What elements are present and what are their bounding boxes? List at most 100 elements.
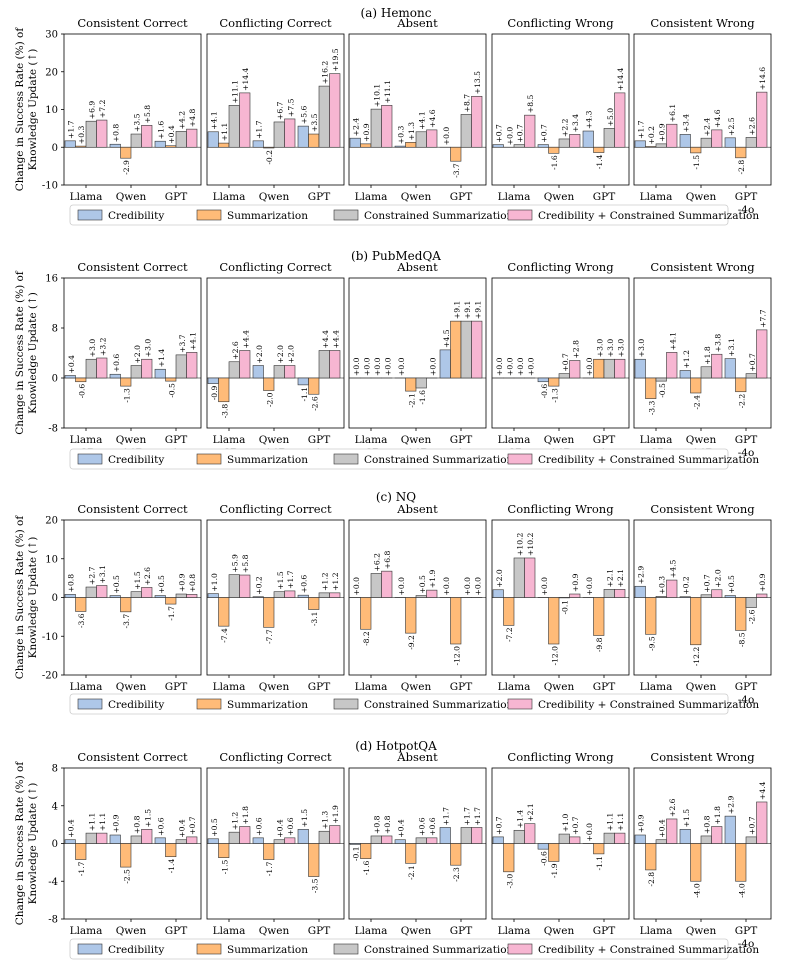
data-label: +1.2	[682, 350, 691, 369]
data-label: +0.7	[748, 353, 757, 372]
bar-credibility-constrained-summarization	[711, 353, 723, 379]
x-tick-label-line: Qwen	[544, 925, 575, 937]
data-label: -3.7	[452, 163, 461, 178]
bar-constrained-summarization	[655, 839, 667, 844]
bar-credibility	[679, 829, 691, 844]
x-tick-label-line: Qwen	[401, 434, 432, 446]
data-label: +0.7	[495, 816, 504, 835]
x-tick-label-line: GPT	[735, 434, 757, 446]
bar-credibility-constrained-summarization	[141, 829, 153, 844]
panel-title: Absent	[396, 502, 438, 516]
data-label: +0.8	[133, 815, 142, 834]
x-tick-label-line: GPT	[308, 681, 330, 693]
data-label: -1.7	[265, 861, 274, 876]
panel-2-4: Consistent WrongLlama-8B+2.9-9.5+0.3+4.5…	[633, 502, 772, 706]
x-tick-label-line: Llama	[355, 191, 388, 203]
bar-summarization	[308, 377, 320, 395]
legend-label: Credibility	[108, 699, 164, 711]
data-label: -1.4	[595, 154, 604, 169]
data-label: +0.7	[495, 124, 504, 143]
data-label: +10.2	[526, 533, 535, 556]
panel-0-0: Consistent CorrectLlama-8B+1.7+0.3+6.9+7…	[42, 16, 202, 216]
data-label: +14.6	[758, 67, 767, 90]
bar-credibility-constrained-summarization	[756, 329, 768, 379]
data-label: -8.5	[737, 632, 746, 647]
panel-2-3: Conflicting WrongLlama-8B+2.0-7.2+10.2+1…	[491, 502, 630, 706]
data-label: -2.9	[122, 160, 131, 175]
data-label: +1.7	[67, 120, 76, 139]
legend-label: Credibility + Constrained Summarization	[538, 944, 759, 956]
bar-summarization	[263, 597, 275, 628]
bar-credibility	[679, 134, 691, 148]
legend-label: Constrained Summarization	[364, 454, 514, 466]
data-label: +0.0	[362, 357, 371, 376]
data-label: +3.0	[143, 339, 152, 358]
data-label: +0.0	[585, 577, 594, 596]
bar-credibility-constrained-summarization	[711, 589, 723, 598]
bar-constrained-summarization	[273, 591, 285, 598]
data-label: +1.7	[637, 120, 646, 139]
bar-summarization	[690, 597, 702, 646]
data-label: +4.6	[428, 109, 437, 128]
data-label: +3.0	[606, 339, 615, 358]
x-tick-label-line: Qwen	[401, 681, 432, 693]
bar-credibility-constrained-summarization	[614, 589, 626, 598]
bar-credibility-constrained-summarization	[239, 826, 251, 844]
x-tick-label-line: Qwen	[544, 191, 575, 203]
bar-summarization	[360, 597, 372, 630]
data-label: -3.7	[122, 614, 131, 629]
y-axis-label-line: Knowledge Update (↑)	[27, 292, 39, 414]
panel-title: Conflicting Wrong	[507, 750, 614, 764]
y-axis-label: Change in Success Rate (%) ofKnowledge U…	[14, 27, 39, 192]
bar-constrained-summarization	[273, 839, 285, 844]
data-label: +9.1	[473, 301, 482, 319]
data-label: +1.5	[133, 571, 142, 590]
panel-frame	[206, 33, 345, 186]
data-label: +11.1	[383, 80, 392, 103]
legend-swatch	[507, 209, 533, 221]
data-label: +5.0	[606, 108, 615, 127]
bar-credibility	[109, 834, 121, 844]
bar-summarization	[503, 597, 515, 626]
bar-credibility-constrained-summarization	[666, 123, 678, 148]
x-tick-label-line: GPT	[165, 191, 187, 203]
data-label: +1.9	[428, 570, 437, 589]
panel-frame	[633, 33, 772, 186]
x-tick-label-line: Llama	[640, 434, 673, 446]
x-tick-label-line: Qwen	[686, 434, 717, 446]
data-label: +5.8	[241, 554, 250, 573]
data-label: +6.9	[88, 101, 97, 120]
panel-frame	[63, 277, 202, 429]
bar-summarization	[308, 597, 320, 610]
bar-credibility	[297, 377, 309, 386]
bar-summarization	[120, 597, 132, 613]
x-tick-label-line: Qwen	[401, 191, 432, 203]
bar-credibility	[207, 131, 219, 148]
data-label: +0.3	[397, 126, 406, 145]
data-label: +1.4	[516, 810, 525, 829]
bar-credibility	[64, 839, 76, 844]
data-label: +2.4	[352, 118, 361, 137]
bar-constrained-summarization	[603, 589, 615, 598]
data-label: +4.5	[442, 329, 451, 348]
data-label: +1.1	[220, 123, 229, 141]
x-tick-label-line: GPT	[593, 191, 615, 203]
bar-summarization	[645, 597, 657, 635]
bar-credibility	[109, 143, 121, 148]
y-axis-label-line: Knowledge Update (↑)	[27, 49, 39, 171]
data-label: +4.6	[713, 109, 722, 128]
data-label: -2.8	[647, 872, 656, 887]
legend-swatch	[333, 698, 359, 710]
bar-credibility-constrained-summarization	[756, 91, 768, 148]
bar-summarization	[548, 377, 560, 387]
bar-credibility	[154, 368, 166, 379]
bar-credibility-constrained-summarization	[426, 129, 438, 148]
bar-credibility	[154, 595, 166, 598]
legend-swatch	[507, 698, 533, 710]
bar-credibility	[724, 815, 736, 844]
bar-credibility-constrained-summarization	[186, 594, 198, 598]
panel-3-4: Consistent WrongLlama-8B+0.9-2.8+0.4+2.6…	[633, 750, 772, 950]
data-label: +2.0	[286, 345, 295, 364]
bar-constrained-summarization	[130, 835, 142, 844]
data-label: -2.0	[265, 392, 274, 407]
